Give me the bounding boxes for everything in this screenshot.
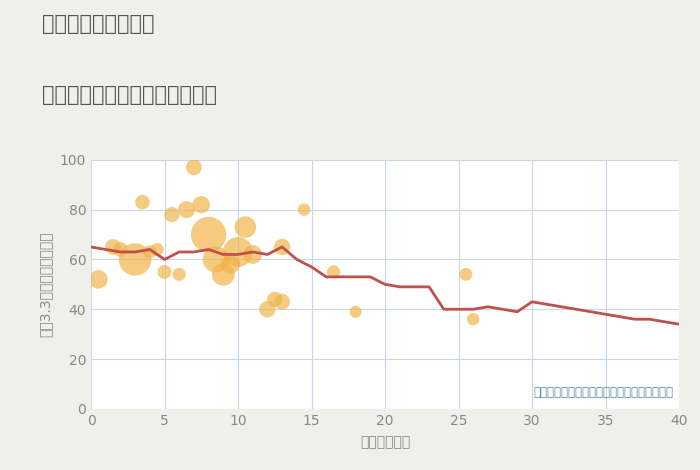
Text: 三重県松阪市六根町: 三重県松阪市六根町 (42, 14, 155, 34)
Y-axis label: 平（3.3㎡）単価（万円）: 平（3.3㎡）単価（万円） (38, 232, 52, 337)
Point (276, 298, 288, 306)
Text: 築年数別中古マンション坪単価: 築年数別中古マンション坪単価 (42, 85, 217, 105)
Point (174, 271, 185, 278)
Point (276, 243, 288, 251)
Point (350, 308, 361, 315)
Point (188, 164, 199, 171)
Point (328, 268, 340, 275)
Point (232, 248, 244, 256)
Point (115, 246, 126, 253)
Point (130, 256, 141, 263)
Point (262, 306, 273, 313)
Point (92, 275, 104, 283)
Point (181, 206, 192, 213)
Point (210, 256, 221, 263)
Point (203, 231, 214, 238)
Point (269, 296, 280, 303)
Point (151, 246, 162, 253)
Point (218, 271, 229, 278)
Point (468, 315, 479, 323)
Point (159, 268, 170, 275)
Point (461, 271, 472, 278)
X-axis label: 築年数（年）: 築年数（年） (360, 435, 410, 449)
Point (239, 223, 251, 231)
Point (108, 243, 119, 251)
Point (167, 211, 178, 219)
Text: 円の大きさは、取引のあった物件面積を示す: 円の大きさは、取引のあった物件面積を示す (533, 386, 673, 399)
Point (247, 251, 258, 258)
Point (144, 248, 155, 256)
Point (298, 206, 309, 213)
Point (136, 198, 148, 206)
Point (225, 261, 237, 268)
Point (195, 201, 207, 208)
